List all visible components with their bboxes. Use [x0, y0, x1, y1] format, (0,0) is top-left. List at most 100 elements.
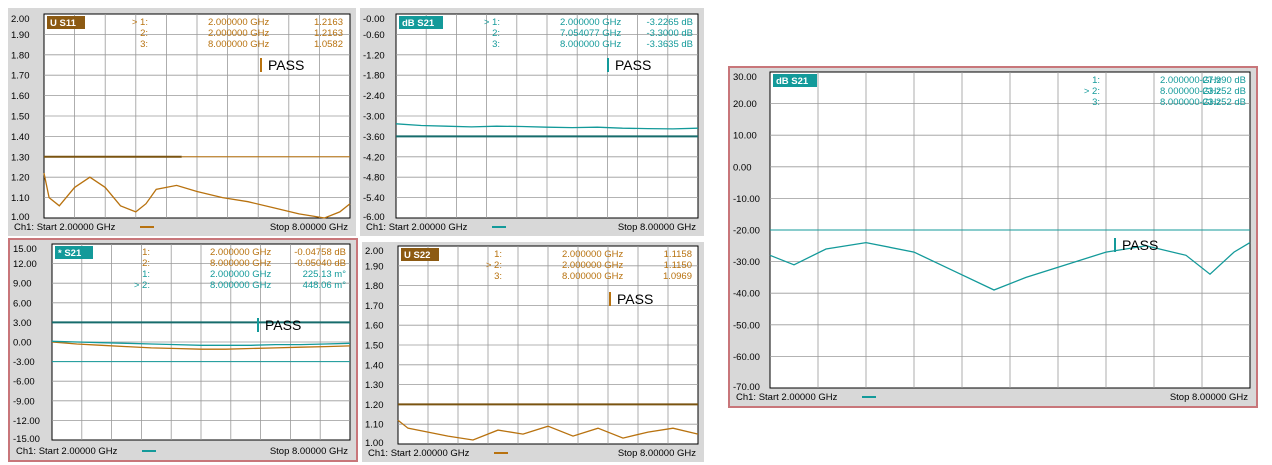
marker-frequency: 8.000000 GHz	[1160, 86, 1222, 97]
y-tick-label: -10.00	[733, 194, 760, 205]
y-tick-label: 15.00	[13, 244, 37, 255]
y-tick-label: 6.00	[13, 298, 32, 309]
trace-line	[769, 241, 1251, 291]
y-tick-label: 1.00	[11, 212, 30, 223]
y-tick-label: 0.00	[13, 338, 32, 349]
marker-label: > 1:	[132, 17, 148, 28]
marker-value: -3.2265 dB	[647, 17, 693, 28]
y-tick-label: 1.40	[11, 132, 30, 143]
y-tick-label: 2.00	[365, 246, 384, 257]
footer-start: Ch1: Start 2.00000 GHz	[736, 392, 838, 403]
marker-value: 1.1158	[664, 249, 692, 260]
chart-s11: 2.00 1.90 1.80 1.70 1.60 1.50 1.40 1.30 1.20 1.10…	[11, 13, 351, 233]
marker-label: 2:	[140, 28, 148, 39]
marker-label: > 2:	[134, 280, 150, 291]
y-tick-label: -15.00	[13, 434, 40, 445]
y-tick-label: -1.80	[363, 71, 385, 82]
footer-stop: Stop 8.00000 GHz	[1170, 392, 1248, 403]
marker-frequency: 8.000000 GHz	[208, 39, 270, 50]
pass-indicator-bar	[257, 318, 259, 332]
footer-start: Ch1: Start 2.00000 GHz	[16, 446, 118, 457]
pass-label: PASS	[265, 317, 301, 333]
footer-start: Ch1: Start 2.00000 GHz	[368, 448, 470, 459]
trace-badge	[773, 74, 817, 87]
y-tick-label: 1.50	[365, 341, 384, 352]
panel-s21-wide[interactable]: 30.00 20.00 10.00 0.00 -10.00 -20.00 -30.00 -40…	[728, 66, 1258, 408]
chart-s21-phase: 15.00 12.00 9.00 6.00 3.00 0.00 -3.00 -6.00 -9.0…	[13, 243, 351, 457]
pass-indicator-bar	[1114, 238, 1116, 252]
trace-line	[397, 419, 699, 441]
marker-label: 2:	[492, 28, 500, 39]
marker-frequency: 2.000000 GHz	[1160, 75, 1222, 86]
panel-s21-db[interactable]: -0.00 -0.60 -1.20 -1.80 -2.40 -3.00 -3.60 -4.20…	[360, 8, 704, 236]
marker-label: 3:	[494, 271, 502, 282]
y-tick-label: -0.00	[363, 14, 385, 25]
marker-label: 1:	[142, 247, 150, 258]
y-tick-label: 20.00	[733, 99, 757, 110]
footer-stop: Stop 8.00000 GHz	[270, 222, 348, 233]
y-tick-label: 0.00	[733, 162, 752, 173]
marker-frequency: 2.000000 GHz	[560, 17, 622, 28]
trace-label: * S21	[58, 248, 82, 259]
trace-badge	[47, 16, 85, 29]
footer-stop: Stop 8.00000 GHz	[270, 446, 348, 457]
pass-label: PASS	[615, 57, 651, 73]
y-tick-label: 2.00	[11, 14, 30, 25]
trace-line	[51, 340, 351, 346]
marker-frequency: 2.000000 GHz	[562, 260, 624, 271]
y-tick-label: 1.00	[365, 438, 384, 449]
panel-s22[interactable]: 2.00 1.90 1.80 1.70 1.60 1.50 1.40 1.30 1.20 1.10…	[362, 242, 704, 462]
marker-frequency: 8.000000 GHz	[210, 258, 272, 269]
y-tick-label: -9.00	[13, 396, 35, 407]
marker-frequency: 2.000000 GHz	[208, 17, 270, 28]
y-tick-label: 1.60	[11, 91, 30, 102]
pass-indicator-bar	[260, 58, 262, 72]
marker-value: 1.2163	[314, 17, 343, 28]
marker-value: -3.3635 dB	[647, 39, 693, 50]
y-tick-label: -20.00	[733, 226, 760, 237]
panel-s11[interactable]: 2.00 1.90 1.80 1.70 1.60 1.50 1.40 1.30 1.20 1.10…	[8, 8, 356, 236]
trace-badge	[55, 246, 93, 259]
y-tick-label: 1.20	[365, 400, 384, 411]
y-tick-label: -3.00	[13, 357, 35, 368]
y-tick-label: 1.30	[365, 380, 384, 391]
marker-label: 3:	[1092, 97, 1100, 108]
y-tick-label: -5.40	[363, 193, 385, 204]
y-tick-label: 1.40	[365, 360, 384, 371]
marker-label: 3:	[140, 39, 148, 50]
y-tick-label: -4.20	[363, 152, 385, 163]
footer-start: Ch1: Start 2.00000 GHz	[14, 222, 116, 233]
marker-label: 2:	[142, 258, 150, 269]
pass-label: PASS	[617, 291, 653, 307]
trace-line	[51, 341, 351, 350]
chart-s21-db: -0.00 -0.60 -1.20 -1.80 -2.40 -3.00 -3.60 -4.20…	[363, 13, 699, 233]
marker-value: -23.252 dB	[1200, 86, 1246, 97]
y-tick-label: -60.00	[733, 352, 760, 363]
trace-line	[43, 172, 351, 219]
trace-label: U S11	[50, 18, 77, 29]
pass-label: PASS	[1122, 237, 1158, 253]
footer-stop: Stop 8.00000 GHz	[618, 222, 696, 233]
marker-value: -0.05040 dB	[294, 258, 346, 269]
marker-label: > 2:	[1084, 86, 1100, 97]
marker-value: -23.252 dB	[1200, 97, 1246, 108]
y-tick-label: 1.90	[11, 30, 30, 41]
trace-line	[395, 123, 699, 130]
panel-s21-phase[interactable]: 15.00 12.00 9.00 6.00 3.00 0.00 -3.00 -6.00 -9.0…	[8, 238, 358, 462]
y-tick-label: 12.00	[13, 259, 37, 270]
marker-label: > 2:	[486, 260, 502, 271]
trace-label: dB S21	[402, 18, 435, 29]
marker-frequency: 2.000000 GHz	[210, 247, 272, 258]
marker-frequency: 2.000000 GHz	[562, 249, 624, 260]
y-tick-label: -30.00	[733, 257, 760, 268]
y-tick-label: 1.70	[365, 301, 384, 312]
y-tick-label: -2.40	[363, 91, 385, 102]
y-tick-label: -40.00	[733, 289, 760, 300]
chart-s21-wide: 30.00 20.00 10.00 0.00 -10.00 -20.00 -30.00 -40…	[733, 71, 1251, 403]
marker-value: 1.2163	[314, 28, 343, 39]
y-tick-label: 1.80	[365, 281, 384, 292]
marker-value: 1.0969	[663, 271, 692, 282]
y-tick-label: -3.00	[363, 112, 385, 123]
pass-indicator-bar	[607, 58, 609, 72]
y-tick-label: -3.60	[363, 132, 385, 143]
